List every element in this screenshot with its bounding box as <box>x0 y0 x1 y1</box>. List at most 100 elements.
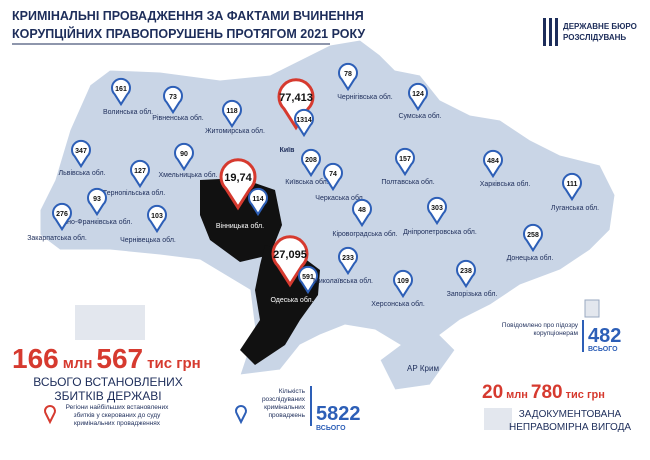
case-pin-value: 124 <box>412 91 424 98</box>
case-pin-value: 208 <box>305 157 317 164</box>
case-pin <box>298 265 318 295</box>
damage-part: млн <box>63 355 93 372</box>
logo-bar <box>555 18 558 46</box>
case-pin-value: 161 <box>115 86 127 93</box>
case-pin <box>352 198 372 228</box>
damage-part: тис грн <box>147 355 201 372</box>
case-pin-value: 591 <box>302 274 314 281</box>
case-pin <box>562 172 582 202</box>
region-label: Чернігівська обл. <box>337 93 392 101</box>
logo: ДЕРЖАВНЕ БЮРО РОЗСЛІДУВАНЬ <box>543 18 637 46</box>
region-label: Дніпропетровська обл. <box>403 228 477 236</box>
case-pin-value: 233 <box>342 255 354 262</box>
region-label: Полтавська обл. <box>381 178 434 186</box>
case-pin-value: 347 <box>75 148 87 155</box>
legend-red-text-box: Регіони найбільших встановлених збитків … <box>65 404 169 427</box>
damage-caption: ВСЬОГО ВСТАНОВЛЕНИХ <box>33 375 183 389</box>
case-pin-value: 118 <box>226 108 237 115</box>
case-pin <box>248 187 268 217</box>
case-pin <box>71 139 91 169</box>
region-label: Луганська обл. <box>551 204 599 212</box>
legend-red-pin <box>44 405 56 425</box>
case-pin <box>87 187 107 217</box>
case-pin <box>174 142 194 172</box>
case-pin-value: 484 <box>487 158 499 165</box>
region-label: Житомирська обл. <box>205 127 265 135</box>
legend-blue-pin <box>235 405 247 425</box>
logo-text: ДЕРЖАВНЕ БЮРО <box>563 22 637 31</box>
case-pin <box>338 246 358 276</box>
case-pin <box>301 148 321 178</box>
logo-bar <box>549 18 552 46</box>
region-label: Харківська обл. <box>480 180 531 188</box>
legend-blue-text: Кількість розслідуваних кримінальних про… <box>261 388 305 419</box>
ukraine-map <box>39 39 616 391</box>
case-pin-value: 258 <box>527 232 539 239</box>
pins: 161 Волинська обл. 73 Рівненська обл. 118 Жит… <box>27 62 599 308</box>
region-label: Волинська обл. <box>103 108 153 116</box>
case-pin-value: 73 <box>169 94 177 101</box>
case-pin-value: 111 <box>567 181 578 188</box>
damage-pin <box>271 235 309 288</box>
suspects-unit: ВСЬОГО <box>588 346 618 353</box>
region-label: Сумська обл. <box>398 112 441 120</box>
logo-text: РОЗСЛІДУВАНЬ <box>563 33 626 42</box>
case-pin-value: 74 <box>329 171 337 178</box>
money-icon <box>75 305 145 340</box>
region-label: Закарпатська обл. <box>27 234 87 242</box>
case-pin <box>130 159 150 189</box>
logo-bar <box>543 18 546 46</box>
benefit-block: 20 млн 780 тис грн ЗАДОКУМЕНТОВАНА НЕПРАВОМ… <box>482 382 631 433</box>
case-pin-value: 93 <box>93 196 101 203</box>
cases-unit: ВСЬОГО <box>316 425 346 432</box>
damage-caption: ЗБИТКІВ ДЕРЖАВІ <box>54 389 161 403</box>
case-pin <box>323 162 343 192</box>
case-pin <box>393 269 413 299</box>
case-pin <box>163 85 183 115</box>
region-label: Одеська обл. <box>270 296 313 304</box>
region-label: Запорізька обл. <box>447 290 498 298</box>
title-line: КОРУПЦІЙНИХ ПРАВОПОРУШЕНЬ ПРОТЯГОМ 2021 … <box>12 26 365 41</box>
damage-part: 567 <box>96 343 143 374</box>
damage-part: 166 <box>12 343 59 374</box>
region-label: Тернопільська обл. <box>103 189 165 197</box>
damage-pin-value: 77,413 <box>279 92 313 104</box>
region-label: Київ <box>280 147 296 154</box>
region-label: Івано-Франківська обл. <box>58 218 133 226</box>
case-pin <box>395 147 415 177</box>
case-pin <box>294 108 314 138</box>
case-pin-value: 90 <box>180 151 188 158</box>
cases-block: Кількість розслідуваних кримінальних про… <box>235 386 361 432</box>
case-pin-value: 303 <box>431 205 443 212</box>
region-label: Миколаївська обл. <box>313 277 373 285</box>
damage-pin-value: 19,74 <box>224 172 252 184</box>
case-pin-value: 276 <box>56 211 68 218</box>
case-pin-value: 1314 <box>296 117 312 124</box>
benefit-part: млн <box>506 389 528 401</box>
case-pin <box>147 204 167 234</box>
case-pin-value: 48 <box>358 207 366 214</box>
case-pin <box>111 77 131 107</box>
legend-red-text: Регіони найбільших встановлених збитків … <box>65 404 169 427</box>
document-icon <box>584 299 600 318</box>
crimea-label: АР Крим <box>407 364 439 373</box>
benefit-figure: 20 млн 780 тис грн <box>482 382 605 403</box>
region-label: Черкаська обл. <box>315 194 364 202</box>
region-label: Київська обл. <box>285 178 328 186</box>
benefit-part: 20 <box>482 382 503 403</box>
case-pin <box>52 202 72 232</box>
case-pin <box>222 99 242 129</box>
region-label: Херсонська обл. <box>371 300 425 308</box>
suspects-block: Повідомлено про підозру корупціонерам 48… <box>501 299 621 353</box>
region-label: Кіровоградська обл. <box>332 230 397 238</box>
title-line: КРИМІНАЛЬНІ ПРОВАДЖЕННЯ ЗА ФАКТАМИ ВЧИНЕ… <box>12 9 364 23</box>
region-label: Донецька обл. <box>507 254 554 262</box>
suspects-text-box: Повідомлено про підозру корупціонерам <box>501 322 578 337</box>
suspects-legend: Повідомлено про підозру корупціонерам <box>501 322 578 337</box>
legend-blue-text-box: Кількість розслідуваних кримінальних про… <box>261 388 305 419</box>
case-pin-value: 78 <box>344 71 352 78</box>
region-label: Рівненська обл. <box>152 114 203 122</box>
damage-pin <box>277 78 315 131</box>
damage-pin <box>219 158 257 211</box>
